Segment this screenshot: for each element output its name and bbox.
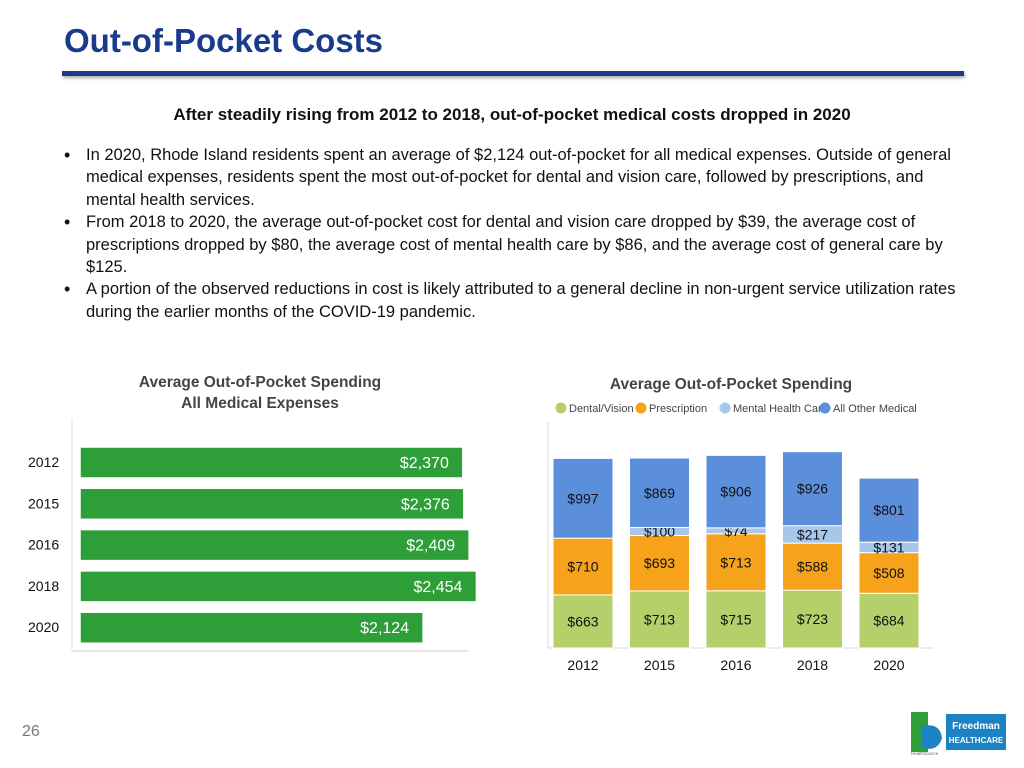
logo-box (946, 714, 1006, 750)
left-chart-title-line1: Average Out-of-Pocket Spending (138, 374, 382, 391)
segment-2015-3 (629, 457, 690, 529)
right-chart-title: Average Out-of-Pocket Spending (609, 376, 853, 393)
category-label-2015: 2015 (28, 495, 59, 511)
segment-label-2015-0: $713 (644, 611, 675, 627)
total-bar-2012 (79, 446, 464, 479)
segment-label-2016-3: $906 (720, 484, 751, 500)
total-bar-2015 (79, 487, 465, 521)
left-chart-title-line2: All Medical Expenses (181, 395, 339, 412)
logo-mark-blue (922, 725, 942, 749)
bullet-list: • In 2020, Rhode Island residents spent a… (64, 144, 964, 323)
segment-label-2015-3: $869 (644, 485, 675, 501)
segment-2018-0 (782, 589, 843, 649)
segment-2012-1 (552, 537, 614, 596)
bullet-item: • A portion of the observed reductions in… (64, 278, 964, 323)
freedman-healthcare-logo: Freedman HEALTHCARE HealthSource (911, 712, 1006, 756)
category-label-2020: 2020 (28, 619, 59, 635)
category-label-2016: 2016 (28, 537, 59, 553)
segment-2016-1 (705, 533, 767, 592)
legend-label-1: Prescription (649, 403, 707, 415)
segment-2012-3 (552, 457, 614, 539)
segment-2018-3 (782, 451, 843, 527)
page-number: 26 (22, 723, 40, 740)
segment-label-2020-0: $684 (873, 613, 904, 629)
bullet-text: A portion of the observed reductions in … (86, 280, 956, 321)
segment-2020-0 (858, 592, 920, 649)
segment-2012-0 (552, 594, 614, 649)
x-tick-2020: 2020 (873, 657, 904, 673)
logo-tagline: HealthSource (911, 751, 939, 756)
segment-2016-3 (705, 454, 767, 529)
segment-label-2020-3: $801 (873, 502, 904, 518)
segment-label-2020-2: $131 (873, 539, 904, 555)
bullet-text: In 2020, Rhode Island residents spent an… (86, 146, 951, 209)
total-value-label-2016: $2,409 (406, 538, 455, 555)
bullet-text: From 2018 to 2020, the average out-of-po… (86, 213, 943, 277)
segment-label-2016-0: $715 (720, 611, 751, 627)
bullet-dot-icon: • (64, 212, 71, 233)
legend-label-0: Dental/Vision (569, 403, 634, 415)
segment-2020-3 (858, 477, 920, 543)
bullet-dot-icon: • (64, 279, 71, 300)
legend-label-3: All Other Medical (833, 403, 917, 415)
segment-label-2018-0: $723 (797, 611, 828, 627)
x-tick-2012: 2012 (567, 657, 598, 673)
bullet-item: • In 2020, Rhode Island residents spent a… (64, 144, 964, 211)
total-value-label-2012: $2,370 (400, 455, 449, 472)
logo-sub-text: HEALTHCARE (949, 736, 1004, 745)
total-bar-2018 (79, 570, 478, 603)
legend-marker-3 (819, 402, 831, 414)
x-tick-2015: 2015 (644, 657, 675, 673)
segment-label-2018-1: $588 (797, 559, 828, 575)
category-label-2018: 2018 (28, 578, 59, 594)
segment-label-2012-3: $997 (567, 490, 598, 506)
legend-marker-0 (555, 402, 567, 414)
segment-label-2018-2: $217 (797, 526, 828, 542)
bullet-item: • From 2018 to 2020, the average out-of-p… (64, 211, 964, 278)
segment-label-2012-0: $663 (567, 613, 598, 629)
logo-brand-text: Freedman (952, 721, 1000, 732)
legend-marker-2 (719, 402, 731, 414)
segment-label-2012-1: $710 (567, 559, 598, 575)
category-label-2012: 2012 (28, 454, 59, 470)
total-bar-2020 (79, 611, 424, 644)
bullet-dot-icon: • (64, 145, 71, 165)
legend-label-2: Mental Health Care (733, 403, 828, 415)
total-value-label-2018: $2,454 (413, 579, 462, 596)
segment-label-2016-1: $713 (720, 554, 751, 570)
total-value-label-2020: $2,124 (360, 620, 409, 637)
x-tick-2016: 2016 (720, 657, 751, 673)
segment-label-2015-1: $693 (644, 555, 675, 571)
segment-2015-0 (629, 590, 690, 649)
slide-subtitle: After steadily rising from 2012 to 2018,… (173, 105, 851, 124)
segment-2018-1 (782, 542, 843, 591)
total-spending-bar-chart: 2012 $2,370 2015 $2,376 2016 $2,409 2018 $2,454… (28, 419, 478, 652)
total-value-label-2015: $2,376 (401, 496, 450, 513)
segment-label-2020-1: $508 (873, 565, 904, 581)
slide-title: Out-of-Pocket Costs (64, 22, 384, 59)
segment-label-2018-3: $926 (797, 481, 828, 497)
left-chart-title: Average Out-of-Pocket Spending All Medic… (100, 372, 420, 414)
x-tick-2018: 2018 (797, 657, 828, 673)
segment-2016-0 (705, 590, 767, 649)
total-bar-2016 (79, 528, 470, 562)
segment-2020-1 (858, 552, 920, 594)
legend-marker-1 (635, 402, 647, 414)
title-rule (62, 71, 964, 76)
spending-breakdown-stacked-chart: Dental/Vision Prescription Mental Health C… (547, 402, 933, 673)
